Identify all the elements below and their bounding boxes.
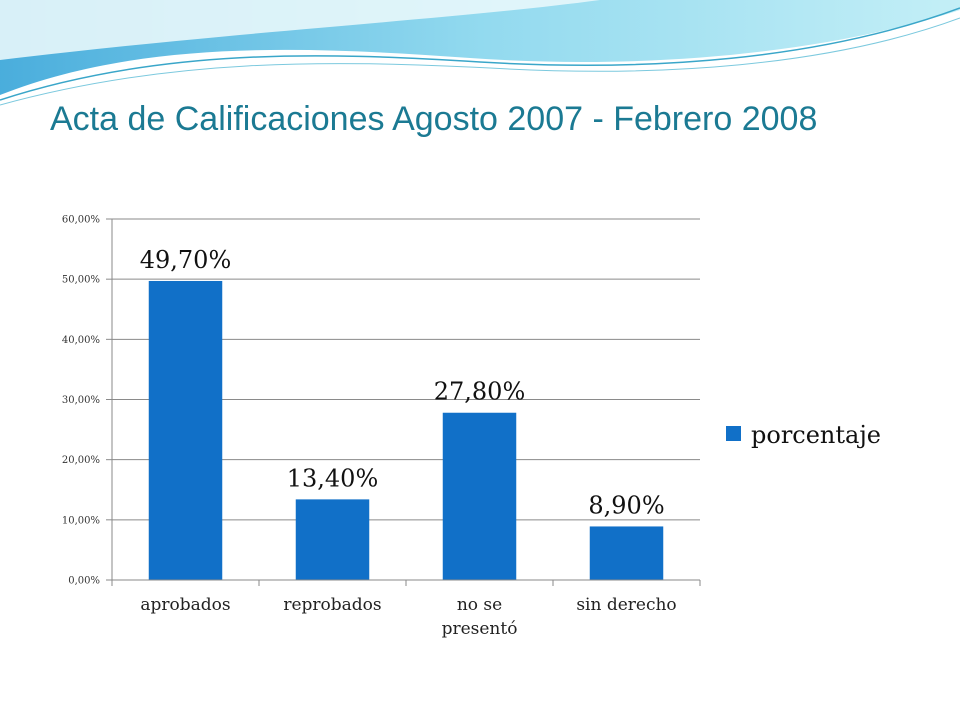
y-tick-label: 20,00% <box>62 455 100 466</box>
bar <box>295 499 370 580</box>
y-tick-label: 60,00% <box>62 215 100 226</box>
bar <box>148 280 223 580</box>
bar <box>442 412 517 580</box>
legend-swatch <box>726 426 741 441</box>
header-wave-decoration <box>0 0 960 106</box>
y-tick-label: 10,00% <box>62 515 100 526</box>
x-axis <box>111 219 701 586</box>
data-label: 8,90% <box>588 491 664 519</box>
x-axis-labels: aprobados reprobados no se presentó sin dere… <box>140 595 676 639</box>
data-label: 49,70% <box>140 246 232 274</box>
data-labels: 49,70% 13,40% 27,80% 8,90% <box>140 246 665 519</box>
y-tick-label: 40,00% <box>62 335 100 346</box>
data-label: 27,80% <box>434 378 526 406</box>
bars <box>148 280 664 580</box>
y-axis-ticks: 0,00% 10,00% 20,00% 30,00% 40,00% 50,00% 60,00… <box>62 215 112 587</box>
legend: porcentaje <box>726 421 881 449</box>
x-tick-label: aprobados <box>140 595 230 615</box>
data-label: 13,40% <box>287 464 379 492</box>
legend-label: porcentaje <box>751 421 881 449</box>
y-tick-label: 30,00% <box>62 395 100 406</box>
bar <box>589 526 664 580</box>
slide-title: Acta de Calificaciones Agosto 2007 - Feb… <box>50 100 818 138</box>
x-tick-label: no se presentó <box>442 595 518 639</box>
y-tick-label: 50,00% <box>62 275 100 286</box>
x-tick-label: sin derecho <box>576 595 676 615</box>
y-tick-label: 0,00% <box>68 576 100 587</box>
x-tick-label: reprobados <box>283 595 381 615</box>
